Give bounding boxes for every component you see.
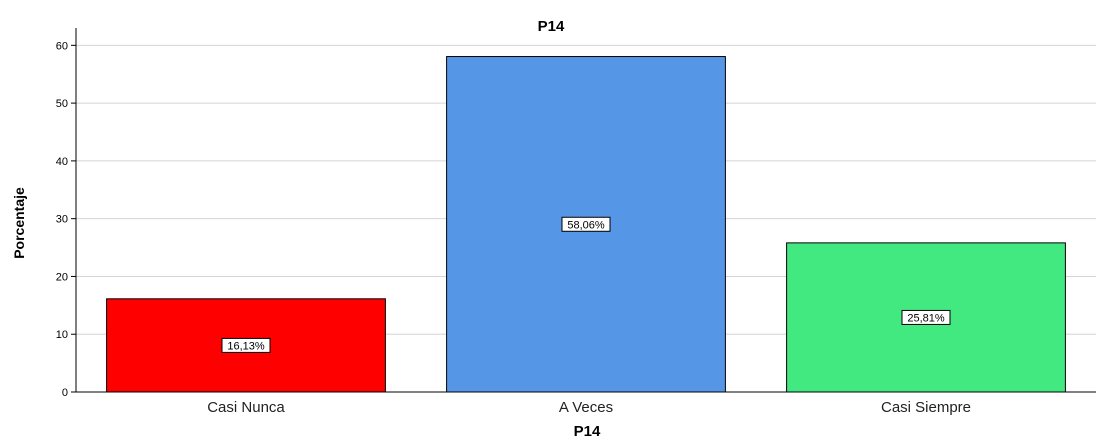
- y-tick-label: 30: [56, 214, 68, 226]
- y-tick-label: 0: [62, 387, 68, 399]
- data-label: 25,81%: [907, 312, 945, 324]
- data-labels: 16,13% 58,06% 25,81%: [221, 216, 951, 353]
- y-tick-label: 40: [56, 156, 68, 168]
- data-label-box: [561, 216, 611, 232]
- axes: 0 10 20 30 40 50 60 Casi Nunca A Veces Casi Siemp…: [56, 28, 1096, 416]
- y-tick-label: 50: [56, 98, 68, 110]
- data-label: 16,13%: [227, 340, 265, 352]
- y-tick-label: 10: [56, 329, 68, 341]
- y-tick-label: 20: [56, 271, 68, 283]
- data-label: 58,06%: [567, 219, 605, 231]
- y-tick-label: 60: [56, 40, 68, 52]
- y-axis-title: Porcentaje: [11, 187, 27, 259]
- x-tick-label: A Veces: [559, 399, 613, 416]
- chart-title: P14: [538, 18, 565, 35]
- data-label-box: [901, 309, 951, 325]
- x-tick-label: Casi Nunca: [207, 399, 285, 416]
- data-label-box: [221, 337, 271, 353]
- x-tick-label: Casi Siempre: [881, 399, 971, 416]
- x-axis-title: P14: [574, 423, 601, 440]
